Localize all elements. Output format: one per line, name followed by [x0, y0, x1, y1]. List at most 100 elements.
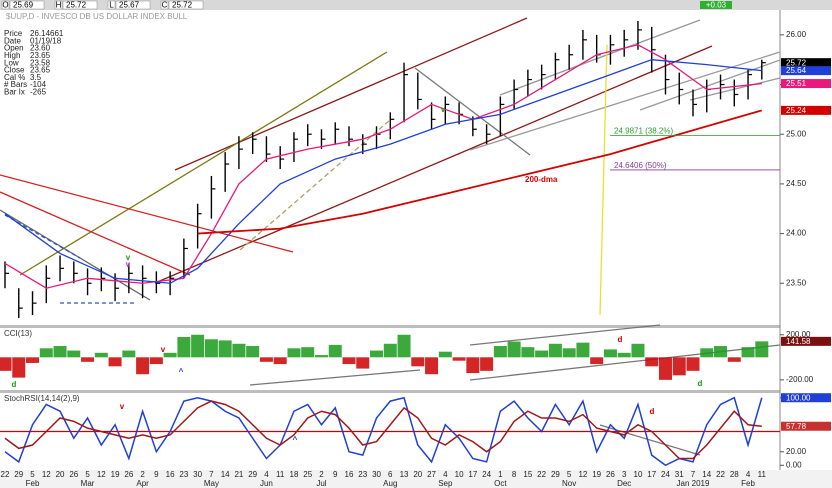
info-key: Bar Ix — [4, 88, 25, 97]
cci-bar — [686, 357, 700, 371]
info-value: 23.65 — [30, 66, 51, 75]
cci-bar — [411, 357, 425, 367]
cci-bar — [0, 357, 12, 371]
cci-bar — [631, 343, 645, 358]
x-tick-label: 10 — [455, 470, 464, 479]
trend-line — [0, 174, 294, 253]
change-box — [700, 1, 732, 9]
month-label: Oct — [494, 479, 507, 488]
cci-bar — [521, 347, 535, 358]
header-box — [54, 0, 63, 10]
month-label: May — [204, 479, 219, 488]
x-tick-label: 9 — [154, 470, 159, 479]
trend-line — [469, 51, 781, 151]
month-label: Aug — [383, 479, 397, 488]
cci-bar — [204, 339, 218, 358]
panel-title: CCI(13) — [4, 329, 32, 338]
info-key: # Bars — [4, 80, 27, 89]
cci-bar — [617, 352, 631, 358]
annotation: v — [126, 253, 131, 262]
x-tick-label: 17 — [468, 470, 477, 479]
month-label: Feb — [741, 479, 755, 488]
header-bar — [0, 0, 832, 10]
info-value: 26.14661 — [30, 29, 64, 38]
cci-bar — [438, 351, 452, 358]
x-tick-label: 24 — [661, 470, 670, 479]
x-tick-label: 16 — [166, 470, 175, 479]
stoch-line — [4, 400, 762, 460]
header-box — [62, 0, 98, 10]
last-value-box — [781, 105, 831, 115]
cci-bar — [590, 357, 604, 365]
cci-bar — [218, 340, 232, 358]
x-tick-label: 29 — [551, 470, 560, 479]
cci-bar — [12, 357, 26, 378]
x-tick-label: 30 — [193, 470, 202, 479]
info-value: 3.5 — [30, 73, 42, 82]
last-value-label: 141.58 — [786, 337, 811, 346]
month-label: Jan 2019 — [677, 479, 710, 488]
cci-bar — [714, 346, 728, 358]
cci-bar — [177, 337, 191, 358]
x-tick-label: 19 — [111, 470, 120, 479]
x-tick-label: 4 — [746, 470, 751, 479]
panel-divider — [0, 325, 780, 328]
info-key: Close — [4, 66, 25, 75]
header-value: 25.72 — [66, 1, 87, 10]
panel-divider — [0, 390, 780, 393]
cci-bar — [507, 341, 521, 358]
month-label: Apr — [136, 479, 149, 488]
x-tick-label: 14 — [221, 470, 230, 479]
x-tick-label: 5 — [85, 470, 90, 479]
info-key: Price — [4, 29, 23, 38]
x-tick-label: 27 — [427, 470, 436, 479]
x-tick-label: 8 — [512, 470, 517, 479]
annotation: d — [12, 380, 17, 389]
last-value-label: 25.64 — [786, 66, 807, 75]
header-value: 25.69 — [13, 1, 34, 10]
last-value-box — [781, 421, 831, 431]
x-tick-label: 21 — [234, 470, 243, 479]
x-tick-label: 5 — [30, 470, 35, 479]
y-tick-label: 24.50 — [786, 179, 807, 188]
x-tick-label: 19 — [592, 470, 601, 479]
cci-bar — [328, 344, 342, 358]
annotation: ^ — [293, 435, 298, 444]
month-label: Jul — [316, 479, 326, 488]
x-tick-label: 11 — [276, 470, 285, 479]
last-value-box — [781, 393, 831, 403]
moving-average — [197, 109, 763, 235]
cci-bar — [108, 357, 122, 367]
stoch-line — [4, 396, 763, 467]
fib-label: 24.9871 (38.2%) — [614, 127, 673, 136]
cci-bar — [493, 346, 507, 358]
y-tick-label: 24.00 — [786, 229, 807, 238]
header-key: O — [2, 1, 8, 10]
header-key: C — [162, 1, 168, 10]
x-tick-label: 6 — [388, 470, 393, 479]
x-tick-label: 17 — [647, 470, 656, 479]
cci-bar — [191, 334, 205, 358]
month-label: Sep — [438, 479, 453, 488]
y-tick-label: 23.50 — [786, 278, 807, 287]
cci-bar — [301, 347, 315, 358]
x-tick-label: 29 — [14, 470, 23, 479]
trend-line — [414, 67, 531, 156]
moving-average — [4, 59, 762, 284]
cci-bar — [562, 348, 576, 358]
x-tick-label: 22 — [537, 470, 546, 479]
annotation: v — [161, 345, 166, 354]
cci-bar — [383, 343, 397, 358]
cci-bar — [26, 357, 40, 363]
cci-bar — [548, 343, 562, 358]
cci-trend-line — [469, 344, 781, 381]
x-tick-label: 15 — [523, 470, 532, 479]
x-tick-label: 12 — [97, 470, 106, 479]
x-tick-label: 4 — [443, 470, 448, 479]
y-tick-label: 25.00 — [786, 129, 807, 138]
x-tick-label: 4 — [264, 470, 269, 479]
last-value-label: 57.78 — [786, 422, 807, 431]
header-value: 25.72 — [172, 1, 193, 10]
change-value: +0.03 — [706, 1, 727, 10]
trend-line — [499, 19, 701, 96]
